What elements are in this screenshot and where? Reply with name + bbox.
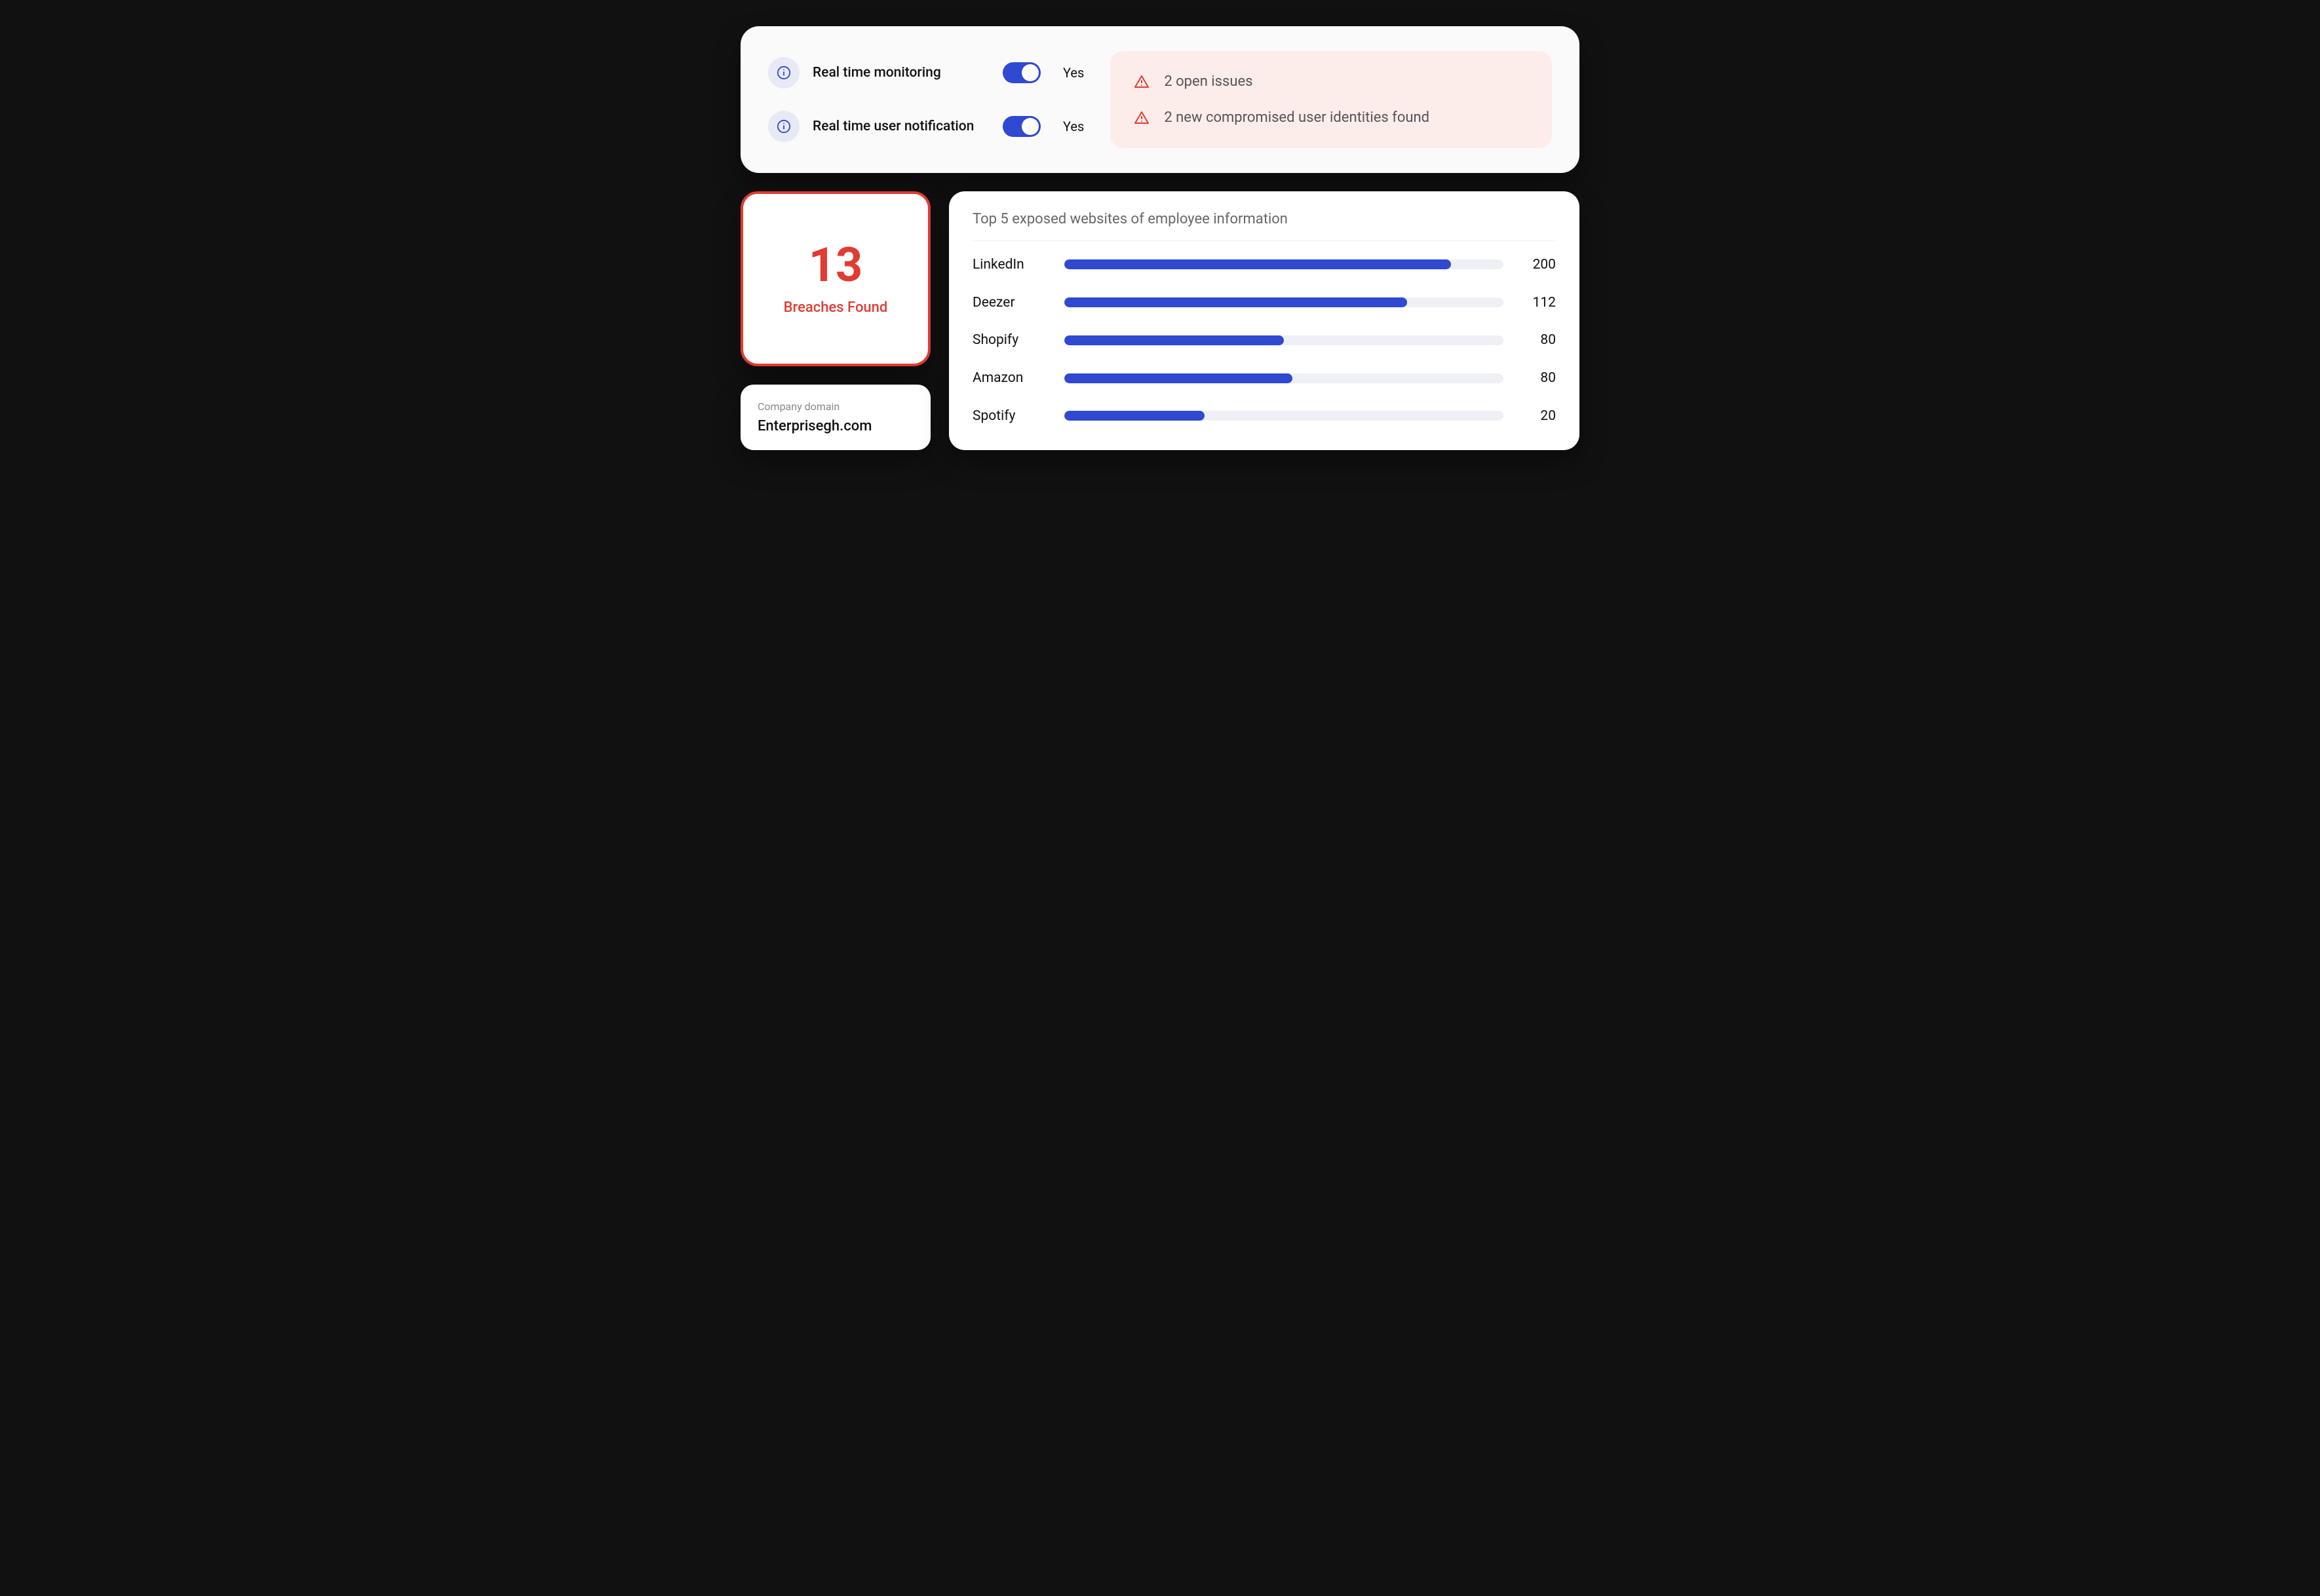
bar-row: Amazon 80	[973, 370, 1556, 386]
bar-value: 80	[1517, 370, 1556, 386]
breaches-card[interactable]: 13 Breaches Found	[741, 191, 931, 366]
bar-label: LinkedIn	[973, 257, 1051, 273]
setting-label: Real time monitoring	[813, 65, 990, 81]
info-icon[interactable]	[768, 111, 800, 142]
alert-row: 2 new compromised user identities found	[1134, 109, 1528, 126]
bar-fill	[1064, 297, 1407, 307]
setting-row-notification: Real time user notification Yes	[768, 111, 1084, 142]
bar-row: LinkedIn 200	[973, 257, 1556, 273]
bar-value: 200	[1517, 257, 1556, 273]
warning-triangle-icon	[1134, 74, 1150, 90]
toggle-knob	[1022, 64, 1039, 81]
setting-row-monitoring: Real time monitoring Yes	[768, 57, 1084, 88]
toggle-notification[interactable]	[1003, 116, 1041, 137]
settings-toggle-list: Real time monitoring Yes Real time user …	[768, 51, 1084, 148]
bar-value: 112	[1517, 295, 1556, 311]
bar-label: Spotify	[973, 408, 1051, 424]
alert-row: 2 open issues	[1134, 73, 1528, 90]
bar-value: 20	[1517, 408, 1556, 424]
alerts-panel: 2 open issues 2 new compromised user ide…	[1110, 51, 1552, 148]
bar-track	[1064, 259, 1503, 269]
bar-label: Shopify	[973, 332, 1051, 348]
bar-track	[1064, 297, 1503, 307]
info-icon-svg	[777, 119, 791, 134]
bar-value: 80	[1517, 332, 1556, 348]
info-icon-svg	[777, 66, 791, 80]
settings-alerts-card: Real time monitoring Yes Real time user …	[741, 26, 1579, 173]
info-icon[interactable]	[768, 57, 800, 88]
bar-label: Deezer	[973, 295, 1051, 311]
toggle-knob	[1022, 118, 1039, 135]
toggle-monitoring[interactable]	[1003, 62, 1041, 83]
breaches-label: Breaches Found	[784, 299, 888, 316]
domain-card: Company domain Enterprisegh.com	[741, 385, 931, 450]
bar-track	[1064, 411, 1503, 421]
domain-value: Enterprisegh.com	[758, 418, 914, 434]
top-exposed-sites-card: Top 5 exposed websites of employee infor…	[949, 191, 1579, 450]
bar-fill	[1064, 373, 1292, 383]
alert-text: 2 open issues	[1164, 73, 1252, 90]
alert-text: 2 new compromised user identities found	[1164, 109, 1429, 126]
bar-fill	[1064, 335, 1284, 345]
chart-title: Top 5 exposed websites of employee infor…	[973, 211, 1556, 241]
bar-fill	[1064, 411, 1205, 421]
toggle-state-label: Yes	[1063, 65, 1084, 81]
bar-row: Deezer 112	[973, 295, 1556, 311]
bar-fill	[1064, 259, 1451, 269]
bar-label: Amazon	[973, 370, 1051, 386]
bar-row: Spotify 20	[973, 408, 1556, 424]
toggle-state-label: Yes	[1063, 119, 1084, 134]
bar-track	[1064, 335, 1503, 345]
breaches-count: 13	[809, 242, 863, 289]
setting-label: Real time user notification	[813, 119, 990, 134]
warning-triangle-icon	[1134, 110, 1150, 126]
bar-track	[1064, 373, 1503, 383]
domain-label: Company domain	[758, 400, 914, 413]
dashboard-root: Real time monitoring Yes Real time user …	[741, 26, 1579, 450]
bar-chart: LinkedIn 200 Deezer 112 Shopify 80 Amazon 80 Spo…	[973, 254, 1556, 427]
bar-row: Shopify 80	[973, 332, 1556, 348]
